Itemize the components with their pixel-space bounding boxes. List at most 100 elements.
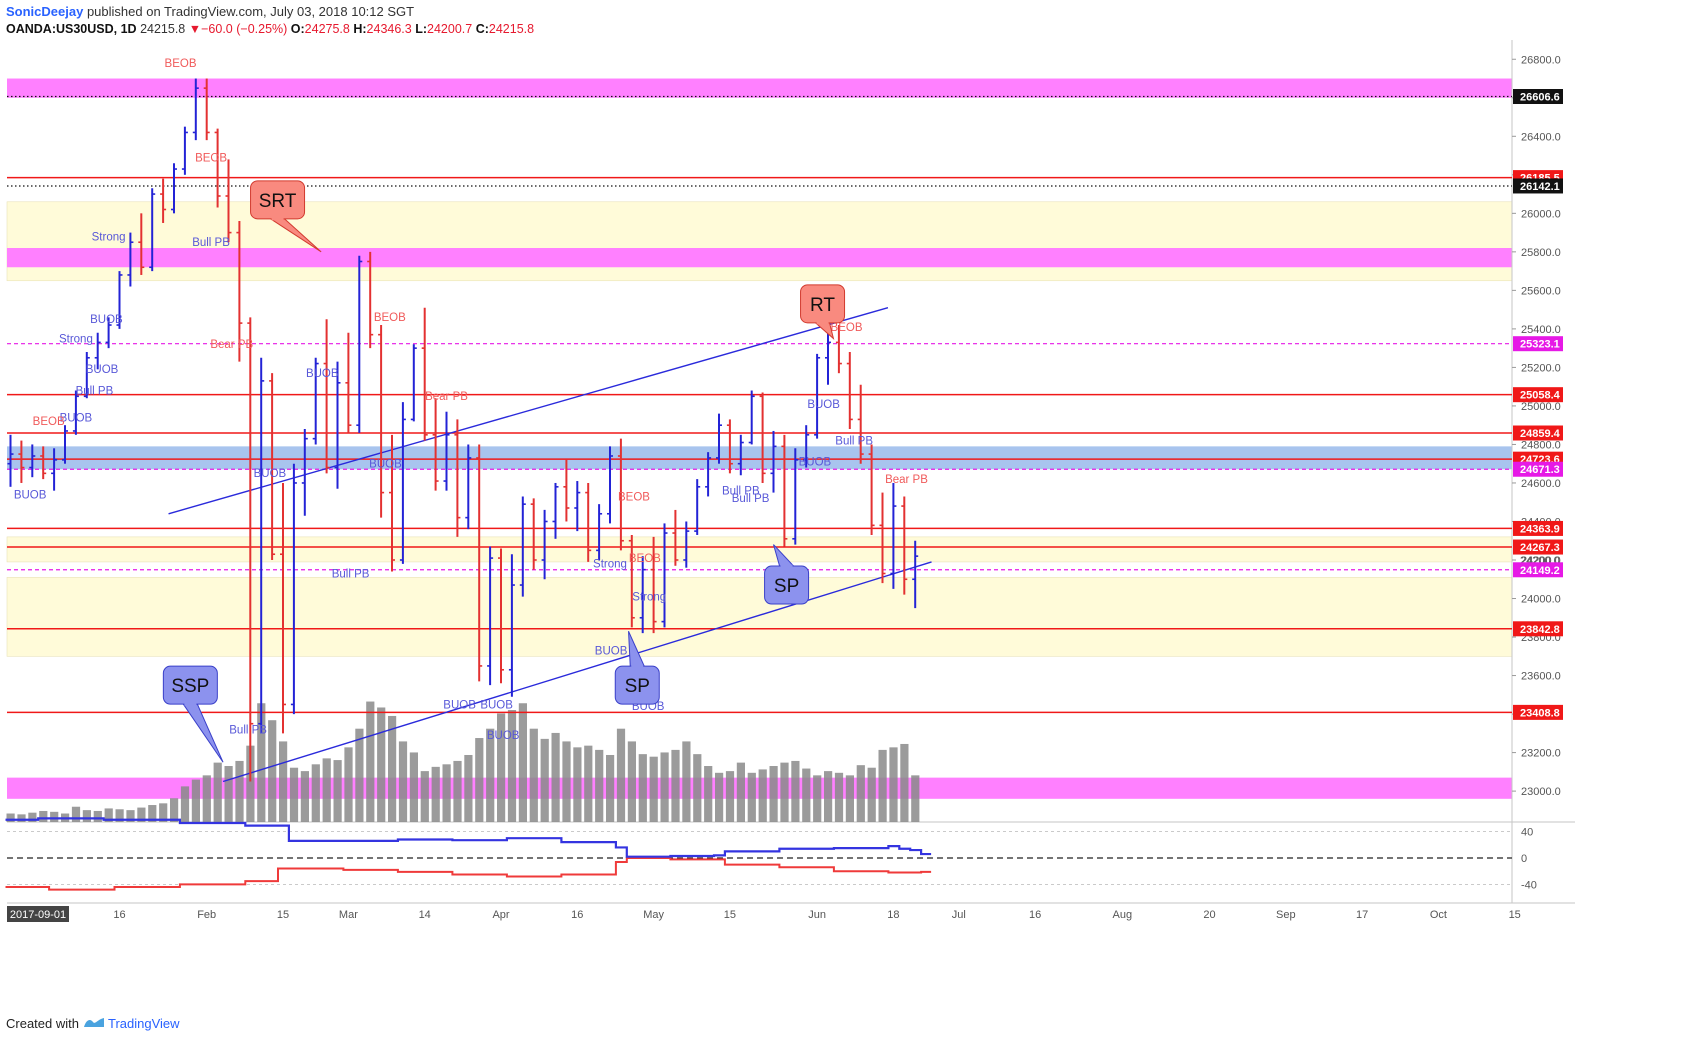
- price-bar: [62, 425, 68, 464]
- price-bar: [541, 509, 548, 580]
- price-bar: [617, 438, 624, 551]
- y-tick-label: 24800.0: [1521, 439, 1561, 451]
- volume-bar: [725, 771, 735, 822]
- x-tick-label: Mar: [339, 909, 358, 921]
- price-bar: [280, 482, 286, 734]
- annotation-label: BUOB: [487, 730, 520, 742]
- level-tag: 23842.8: [1520, 624, 1560, 636]
- x-tick-label: 14: [419, 909, 431, 921]
- brand-link[interactable]: TradingView: [108, 1016, 180, 1031]
- volume-bar: [420, 771, 429, 822]
- callout-srt: SRT: [250, 180, 322, 253]
- volume-bar: [595, 749, 604, 822]
- osc-tick-label: -40: [1521, 879, 1537, 891]
- callout-text: SP: [625, 676, 650, 697]
- volume-bar: [507, 710, 517, 822]
- price-bar: [181, 126, 188, 175]
- volume-bar: [344, 747, 353, 822]
- price-bar: [770, 430, 777, 493]
- price-bar: [846, 352, 853, 430]
- annotation-label: BUOB: [14, 489, 47, 501]
- price-bar: [585, 482, 592, 562]
- osc-tick-label: 0: [1521, 853, 1527, 865]
- zone-yellow-4: [6, 536, 1513, 563]
- annotation-label: Bull PB: [229, 724, 267, 736]
- annotation-label: BUOB: [60, 412, 93, 424]
- price-bar: [879, 492, 886, 584]
- callout-rt: RT: [800, 284, 846, 340]
- trendlines[interactable]: [168, 307, 932, 783]
- volume-bar: [867, 767, 876, 822]
- price-bar: [868, 444, 875, 535]
- price-bar: [901, 496, 908, 595]
- open-value: 24275.8: [304, 22, 350, 36]
- price-bar: [7, 434, 14, 487]
- volume-bar: [289, 767, 299, 822]
- volume-bar: [300, 771, 309, 822]
- volume-bar: [606, 754, 615, 822]
- price-bar: [29, 444, 36, 478]
- y-tick-label: 25400.0: [1521, 324, 1561, 336]
- y-tick-label: 25800.0: [1521, 247, 1561, 259]
- volume-bar: [137, 807, 146, 822]
- price-bar: [443, 411, 450, 491]
- volume-bar: [213, 762, 222, 822]
- annotation-label: BUOB: [254, 468, 287, 480]
- volume-bar: [540, 738, 549, 822]
- symbol-label[interactable]: OANDA:US30USD, 1D: [6, 22, 137, 36]
- price-bar: [792, 448, 799, 545]
- price-bar: [487, 546, 494, 686]
- annotation-label: BEOB: [33, 416, 65, 428]
- osc-blue-line: [5, 817, 932, 858]
- level-tag: 24859.4: [1520, 428, 1561, 440]
- x-tick-label: 16: [1029, 909, 1041, 921]
- price-bar: [301, 429, 308, 516]
- price-axis[interactable]: 23000.023200.023400.023600.023800.024000…: [1512, 54, 1563, 891]
- x-tick-label: Sep: [1276, 909, 1296, 921]
- level-tag: 25323.1: [1520, 339, 1560, 351]
- annotation-label: BEOB: [165, 58, 197, 70]
- price-bar: [607, 446, 613, 524]
- volume-bar: [388, 715, 397, 822]
- annotation-label: Bear PB: [425, 391, 468, 403]
- volume-bar: [715, 772, 724, 822]
- volume-bar: [824, 771, 833, 822]
- zone-blue-3: [7, 446, 1512, 470]
- zone-magenta-0: [7, 78, 1512, 98]
- close-value: 24215.8: [488, 22, 535, 36]
- close-label: C:: [475, 22, 489, 36]
- price-bar: [683, 521, 690, 568]
- time-axis[interactable]: 2017-09-01 16 Feb 15 Mar 14 Apr 16 May 15 Jun 18 Jul…: [7, 906, 1521, 922]
- ohlc-line: OANDA:US30USD, 1D 24215.8 ▼−60.0 (−0.25%…: [6, 22, 534, 36]
- price-bar: [378, 325, 385, 518]
- created-with: Created with: [6, 1016, 79, 1031]
- price-bar: [138, 213, 145, 275]
- horizontal-levels[interactable]: [7, 95, 1512, 714]
- author-link[interactable]: SonicDeejay: [6, 4, 84, 19]
- price-bar: [672, 509, 679, 566]
- footer: Created with TradingView: [6, 1016, 180, 1031]
- volume-bar: [322, 758, 331, 822]
- volume-bar: [235, 760, 244, 822]
- annotation-label: BUOB: [799, 457, 832, 469]
- price-bars: [7, 78, 919, 782]
- annotation-label: Strong: [632, 591, 666, 603]
- callout-text: SRT: [259, 191, 297, 212]
- volume-bar: [802, 768, 811, 822]
- price-bar: [835, 325, 842, 374]
- zone-yellow-5: [6, 577, 1513, 657]
- volume-bar: [104, 808, 113, 822]
- level-tag: 24671.3: [1520, 464, 1560, 476]
- volume-bar: [682, 741, 691, 822]
- price-bar: [825, 328, 831, 385]
- annotation-label: Bull PB: [722, 486, 760, 498]
- volume-bar: [202, 775, 211, 822]
- x-tick-label: Oct: [1430, 909, 1447, 921]
- level-tag-bg: [1513, 89, 1563, 105]
- volume-bar: [311, 764, 320, 822]
- x-tick-label: 18: [887, 909, 899, 921]
- price-bar: [628, 534, 635, 628]
- price-bar: [432, 398, 439, 491]
- volume-bar: [82, 810, 91, 822]
